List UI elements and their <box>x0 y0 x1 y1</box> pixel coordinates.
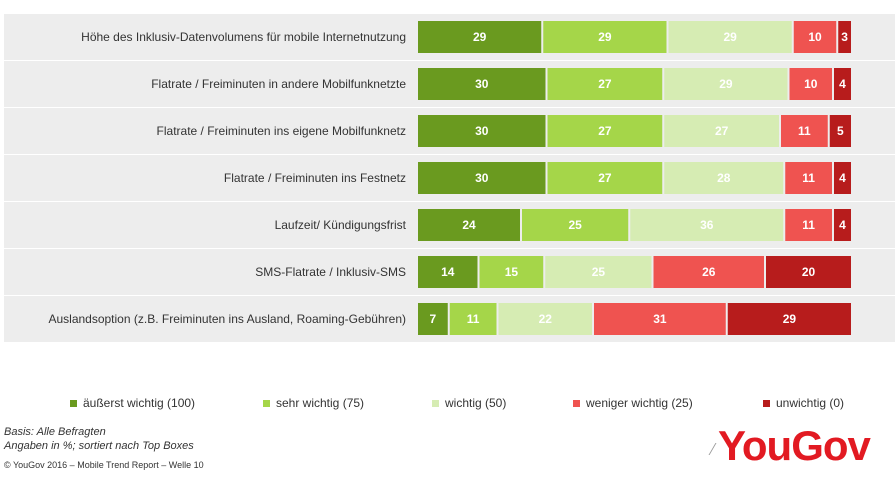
bar-segment <box>838 21 851 53</box>
data-label: 28 <box>717 171 731 185</box>
data-label: 29 <box>723 30 737 44</box>
bar-segment <box>543 21 667 53</box>
bar-segment <box>418 303 448 335</box>
legend-swatch <box>263 399 270 407</box>
bar-segment <box>547 162 663 194</box>
data-label: 29 <box>783 312 797 326</box>
data-label: 14 <box>441 265 455 279</box>
legend-swatch <box>763 399 770 407</box>
legend-item: wichtig (50) <box>432 396 506 410</box>
bar-segment <box>547 115 663 147</box>
bar-segment <box>545 256 652 288</box>
bar-segment <box>829 115 851 147</box>
data-label: 11 <box>467 312 480 326</box>
bar-segment <box>664 162 784 194</box>
bar-segment <box>834 162 851 194</box>
legend-item: unwichtig (0) <box>763 396 844 410</box>
data-label: 25 <box>592 265 606 279</box>
data-label: 27 <box>598 171 612 185</box>
data-label: 27 <box>598 124 612 138</box>
data-label: 11 <box>802 218 815 232</box>
bar-segment <box>449 303 497 335</box>
data-label: 24 <box>462 218 476 232</box>
data-label: 30 <box>475 124 489 138</box>
data-label: 29 <box>473 30 487 44</box>
bar-segment <box>668 21 792 53</box>
bar-segment <box>594 303 726 335</box>
bar-segment <box>834 68 851 100</box>
bar-segment <box>664 115 779 147</box>
data-label: 11 <box>798 124 811 138</box>
bar-segment <box>547 68 663 100</box>
bar-segment <box>664 68 788 100</box>
data-label: 10 <box>804 77 818 91</box>
legend-label: wichtig (50) <box>445 396 507 410</box>
data-label: 31 <box>653 312 667 326</box>
data-label: 27 <box>598 77 612 91</box>
bar-segment <box>653 256 764 288</box>
chart-legend: äußerst wichtig (100) sehr wichtig (75) wi… <box>70 396 870 414</box>
bar-segment <box>418 115 546 147</box>
legend-item: äußerst wichtig (100) <box>70 396 195 410</box>
data-label: 30 <box>475 77 489 91</box>
bar-segment <box>418 21 542 53</box>
legend-item: sehr wichtig (75) <box>263 396 364 410</box>
data-label: 7 <box>430 312 437 326</box>
bar-segment <box>789 68 832 100</box>
data-label: 30 <box>475 171 489 185</box>
bar-segment <box>498 303 592 335</box>
data-label: 4 <box>839 218 846 232</box>
bar-segment <box>418 209 520 241</box>
data-label: 22 <box>539 312 553 326</box>
bar-segment <box>785 209 832 241</box>
bar-segment <box>834 209 851 241</box>
data-label: 4 <box>839 77 846 91</box>
bar-segment <box>418 68 546 100</box>
category-label: Flatrate / Freiminuten ins Festnetz <box>224 171 406 185</box>
data-label: 4 <box>839 171 846 185</box>
data-label: 3 <box>841 30 848 44</box>
legend-label: weniger wichtig (25) <box>586 396 693 410</box>
data-label: 29 <box>719 77 733 91</box>
legend-label: äußerst wichtig (100) <box>83 396 196 410</box>
bar-segment <box>418 256 478 288</box>
category-label: Höhe des Inklusiv-Datenvolumens für mobi… <box>81 30 406 44</box>
category-label: Flatrate / Freiminuten ins eigene Mobilf… <box>157 124 406 138</box>
footnote-note: Angaben in %; sortiert nach Top Boxes <box>4 440 194 452</box>
footnote-basis: Basis: Alle Befragten <box>4 426 106 438</box>
legend-swatch <box>432 399 439 407</box>
legend-item: weniger wichtig (25) <box>573 396 693 410</box>
category-label: Laufzeit/ Kündigungsfrist <box>275 218 407 232</box>
data-label: 26 <box>702 265 716 279</box>
bar-segment <box>522 209 629 241</box>
bar-segment <box>727 303 851 335</box>
legend-label: unwichtig (0) <box>776 396 845 410</box>
data-label: 36 <box>700 218 714 232</box>
bar-segment <box>766 256 851 288</box>
category-label: SMS-Flatrate / Inklusiv-SMS <box>255 265 406 279</box>
bar-segment <box>630 209 784 241</box>
data-label: 25 <box>568 218 582 232</box>
data-label: 11 <box>802 171 815 185</box>
legend-swatch <box>573 399 580 407</box>
legend-swatch <box>70 399 77 407</box>
bar-segment <box>781 115 828 147</box>
yougov-logo: YouGov <box>718 422 871 469</box>
data-label: 29 <box>598 30 612 44</box>
legend-label: sehr wichtig (75) <box>276 396 365 410</box>
category-label: Auslandsoption (z.B. Freiminuten ins Aus… <box>48 312 406 326</box>
bar-segment <box>793 21 837 53</box>
data-label: 27 <box>715 124 729 138</box>
bar-segment <box>479 256 544 288</box>
stacked-bar-chart: Höhe des Inklusiv-Datenvolumens für mobi… <box>4 14 895 342</box>
data-label: 5 <box>837 124 844 138</box>
data-label: 20 <box>802 265 816 279</box>
bar-segment <box>418 162 546 194</box>
category-label: Flatrate / Freiminuten in andere Mobilfu… <box>151 77 406 91</box>
copyright-text: © YouGov 2016 – Mobile Trend Report – We… <box>4 460 204 470</box>
data-label: 10 <box>808 30 822 44</box>
data-label: 15 <box>505 265 519 279</box>
bar-segment <box>785 162 832 194</box>
